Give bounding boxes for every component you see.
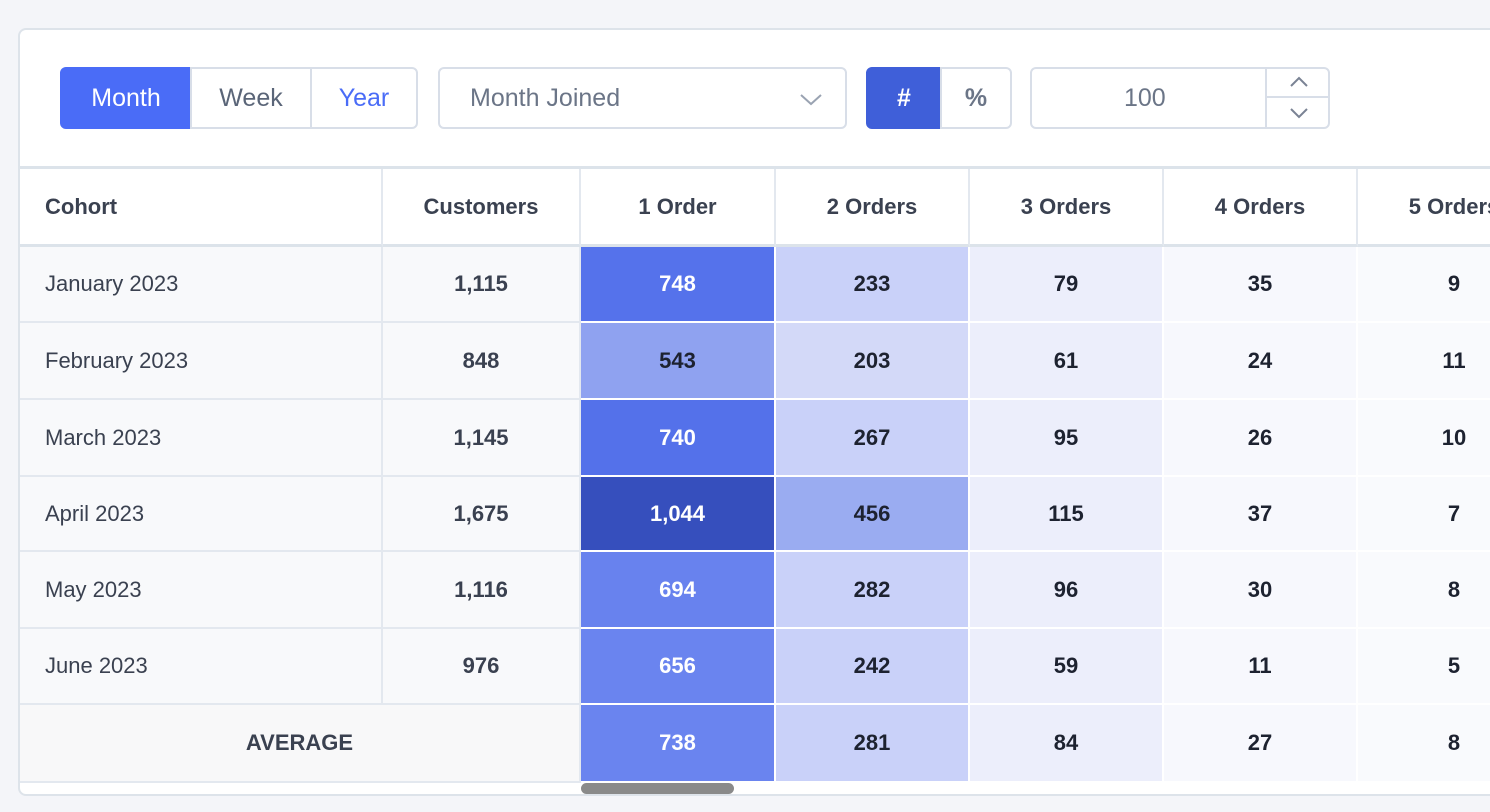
order-cell: 59 bbox=[970, 629, 1164, 705]
order-cell: 282 bbox=[776, 552, 970, 629]
column-header: Customers bbox=[383, 169, 581, 247]
customers-cell: 1,675 bbox=[383, 477, 581, 552]
period-button[interactable]: Month bbox=[60, 67, 192, 129]
column-header: 5 Orders bbox=[1358, 169, 1490, 247]
average-cell: 8 bbox=[1358, 705, 1490, 783]
select-value: Month Joined bbox=[470, 83, 621, 112]
order-cell: 35 bbox=[1164, 247, 1358, 323]
average-cell: 84 bbox=[970, 705, 1164, 783]
order-cell: 9 bbox=[1358, 247, 1490, 323]
up-icon bbox=[1290, 76, 1308, 87]
spin-up[interactable] bbox=[1267, 67, 1330, 98]
group-by-select[interactable]: Month Joined bbox=[438, 67, 847, 129]
order-cell: 10 bbox=[1358, 400, 1490, 477]
order-cell: 79 bbox=[970, 247, 1164, 323]
down-icon bbox=[1290, 108, 1308, 119]
order-cell: 95 bbox=[970, 400, 1164, 477]
order-cell: 37 bbox=[1164, 477, 1358, 552]
chevron-icon bbox=[800, 94, 822, 106]
footer-label: AVERAGE bbox=[20, 705, 581, 783]
order-cell: 456 bbox=[776, 477, 970, 552]
cohort-label: April 2023 bbox=[20, 477, 383, 552]
cohort-label: June 2023 bbox=[20, 629, 383, 705]
mode-button[interactable]: # bbox=[866, 67, 942, 129]
column-header: 2 Orders bbox=[776, 169, 970, 247]
order-cell: 740 bbox=[581, 400, 776, 477]
customers-cell: 976 bbox=[383, 629, 581, 705]
column-header: 1 Order bbox=[581, 169, 776, 247]
customers-cell: 848 bbox=[383, 323, 581, 400]
order-cell: 656 bbox=[581, 629, 776, 705]
order-cell: 30 bbox=[1164, 552, 1358, 629]
cohort-card: Month Week Year Month Joined # % 100 Coh… bbox=[18, 28, 1490, 796]
column-header: 3 Orders bbox=[970, 169, 1164, 247]
cohort-table: Cohort Customers 1 Order 2 Orders 3 Orders 4 … bbox=[20, 166, 1490, 786]
order-cell: 7 bbox=[1358, 477, 1490, 552]
average-cell: 281 bbox=[776, 705, 970, 783]
customers-cell: 1,116 bbox=[383, 552, 581, 629]
order-cell: 543 bbox=[581, 323, 776, 400]
scrollbar-thumb[interactable] bbox=[581, 783, 734, 794]
order-cell: 61 bbox=[970, 323, 1164, 400]
average-cell: 738 bbox=[581, 705, 776, 783]
order-cell: 11 bbox=[1164, 629, 1358, 705]
cohort-label: January 2023 bbox=[20, 247, 383, 323]
customers-cell: 1,115 bbox=[383, 247, 581, 323]
period-button[interactable]: Week bbox=[190, 67, 312, 129]
order-cell: 203 bbox=[776, 323, 970, 400]
column-header: 4 Orders bbox=[1164, 169, 1358, 247]
order-cell: 24 bbox=[1164, 323, 1358, 400]
customers-cell: 1,145 bbox=[383, 400, 581, 477]
order-cell: 96 bbox=[970, 552, 1164, 629]
order-cell: 115 bbox=[970, 477, 1164, 552]
input-value: 100 bbox=[1124, 83, 1166, 112]
cohort-label: May 2023 bbox=[20, 552, 383, 629]
order-cell: 748 bbox=[581, 247, 776, 323]
cohort-label: February 2023 bbox=[20, 323, 383, 400]
limit-input[interactable]: 100 bbox=[1030, 67, 1330, 129]
order-cell: 694 bbox=[581, 552, 776, 629]
average-cell: 27 bbox=[1164, 705, 1358, 783]
column-header: Cohort bbox=[20, 169, 383, 247]
order-cell: 267 bbox=[776, 400, 970, 477]
spin-down[interactable] bbox=[1267, 98, 1330, 129]
order-cell: 26 bbox=[1164, 400, 1358, 477]
order-cell: 233 bbox=[776, 247, 970, 323]
order-cell: 1,044 bbox=[581, 477, 776, 552]
cohort-label: March 2023 bbox=[20, 400, 383, 477]
period-button[interactable]: Year bbox=[310, 67, 418, 129]
order-cell: 8 bbox=[1358, 552, 1490, 629]
spinner bbox=[1265, 67, 1330, 129]
order-cell: 5 bbox=[1358, 629, 1490, 705]
order-cell: 11 bbox=[1358, 323, 1490, 400]
order-cell: 242 bbox=[776, 629, 970, 705]
mode-button[interactable]: % bbox=[940, 67, 1012, 129]
